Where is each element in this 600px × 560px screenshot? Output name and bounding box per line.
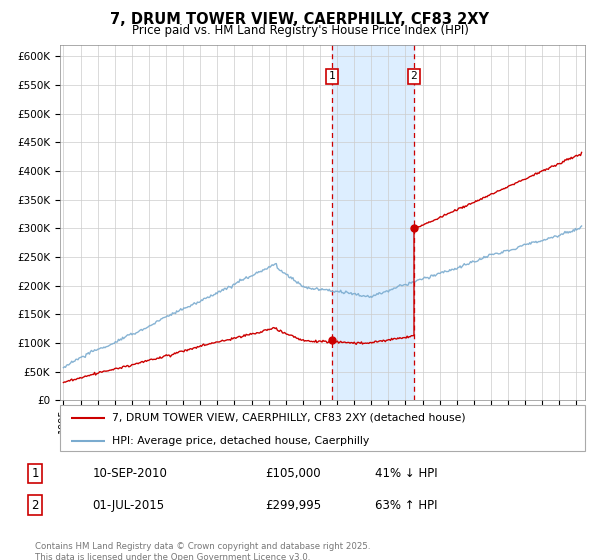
Text: 2: 2 (410, 71, 418, 81)
Text: 63% ↑ HPI: 63% ↑ HPI (375, 499, 437, 512)
FancyBboxPatch shape (60, 405, 585, 451)
Text: 01-JUL-2015: 01-JUL-2015 (92, 499, 165, 512)
Text: 7, DRUM TOWER VIEW, CAERPHILLY, CF83 2XY: 7, DRUM TOWER VIEW, CAERPHILLY, CF83 2XY (110, 12, 490, 27)
Bar (332, 45, 414, 400)
Text: 10-SEP-2010: 10-SEP-2010 (92, 467, 167, 480)
Text: 1: 1 (329, 71, 335, 81)
Text: HPI: Average price, detached house, Caerphilly: HPI: Average price, detached house, Caer… (113, 436, 370, 446)
Text: £299,995: £299,995 (265, 499, 322, 512)
Text: 7, DRUM TOWER VIEW, CAERPHILLY, CF83 2XY (detached house): 7, DRUM TOWER VIEW, CAERPHILLY, CF83 2XY… (113, 413, 466, 423)
Text: 1: 1 (31, 467, 39, 480)
Text: 2: 2 (31, 499, 39, 512)
Text: £105,000: £105,000 (265, 467, 321, 480)
Text: 41% ↓ HPI: 41% ↓ HPI (375, 467, 437, 480)
Text: Contains HM Land Registry data © Crown copyright and database right 2025.
This d: Contains HM Land Registry data © Crown c… (35, 542, 371, 560)
Text: Price paid vs. HM Land Registry's House Price Index (HPI): Price paid vs. HM Land Registry's House … (131, 24, 469, 36)
